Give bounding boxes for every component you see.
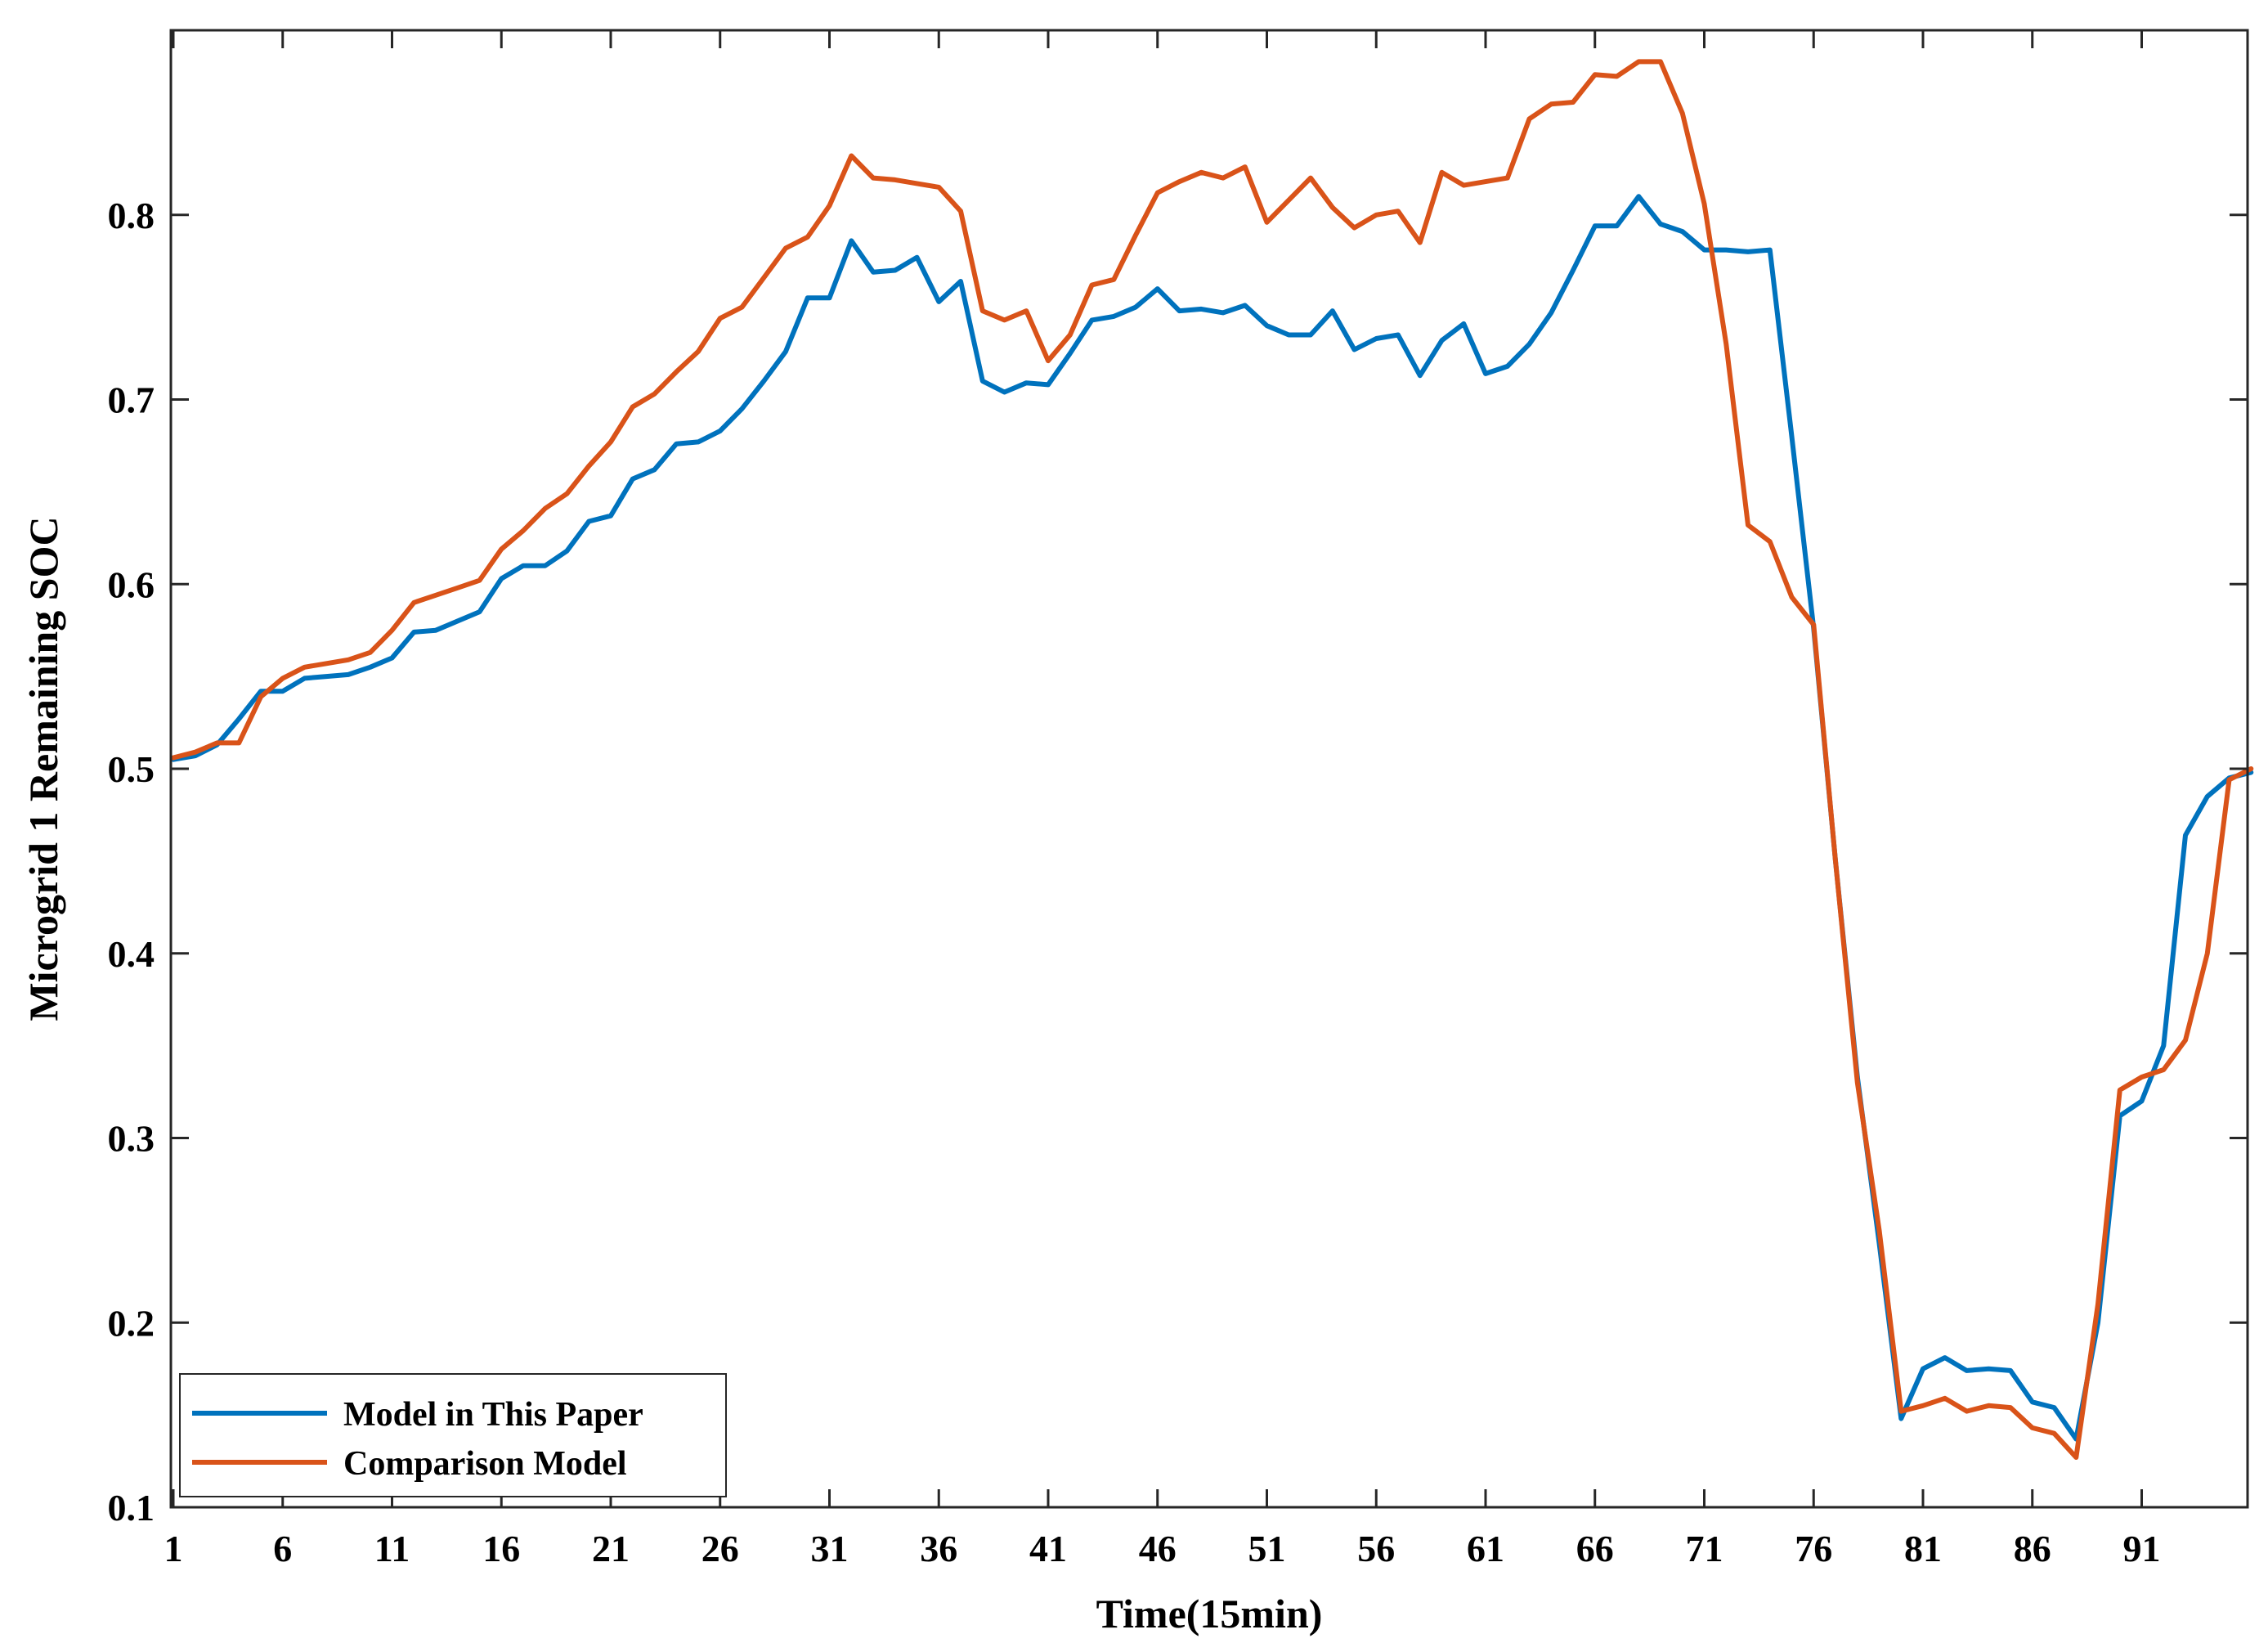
x-tick-label: 86 (2014, 1528, 2051, 1569)
y-tick-label: 0.4 (108, 933, 155, 975)
x-tick-label: 1 (164, 1528, 183, 1569)
x-tick-label: 11 (374, 1528, 410, 1569)
x-tick-label: 6 (273, 1528, 292, 1569)
legend-label-model-in-this-paper: Model in This Paper (343, 1396, 643, 1434)
x-tick-label: 56 (1357, 1528, 1395, 1569)
legend-label-comparison-model: Comparison Model (343, 1445, 627, 1483)
x-tick-label: 51 (1248, 1528, 1286, 1569)
y-tick-label: 0.2 (108, 1302, 155, 1344)
x-tick-label: 91 (2123, 1528, 2161, 1569)
y-axis-label: Microgrid 1 Remaining SOC (20, 516, 66, 1021)
x-axis-label: Time(15min) (1096, 1591, 1323, 1636)
x-tick-label: 26 (701, 1528, 739, 1569)
y-tick-label: 0.6 (108, 563, 155, 605)
y-tick-label: 0.1 (108, 1487, 155, 1529)
x-tick-label: 21 (592, 1528, 630, 1569)
x-tick-label: 46 (1139, 1528, 1177, 1569)
y-tick-label: 0.3 (108, 1118, 155, 1160)
y-tick-label: 0.5 (108, 748, 155, 790)
x-tick-label: 71 (1686, 1528, 1723, 1569)
series-line-comparison-model (171, 59, 2254, 1460)
x-tick-label: 66 (1576, 1528, 1614, 1569)
x-tick-label: 36 (920, 1528, 957, 1569)
series-layer (171, 59, 2254, 1460)
legend: Model in This Paper Comparison Model (179, 1373, 727, 1497)
tick-layer: 1 6 11 16 21 26 31 36 41 46 51 56 61 66 71 76 81 86 910.10… (108, 30, 2248, 1569)
x-tick-label: 16 (482, 1528, 520, 1569)
x-tick-label: 61 (1467, 1528, 1504, 1569)
x-tick-label: 31 (811, 1528, 849, 1569)
y-tick-label: 0.7 (108, 379, 155, 421)
x-tick-label: 41 (1029, 1528, 1067, 1569)
x-tick-label: 81 (1904, 1528, 1942, 1569)
x-tick-label: 76 (1795, 1528, 1832, 1569)
y-tick-label: 0.8 (108, 195, 155, 236)
legend-box (179, 1373, 727, 1497)
